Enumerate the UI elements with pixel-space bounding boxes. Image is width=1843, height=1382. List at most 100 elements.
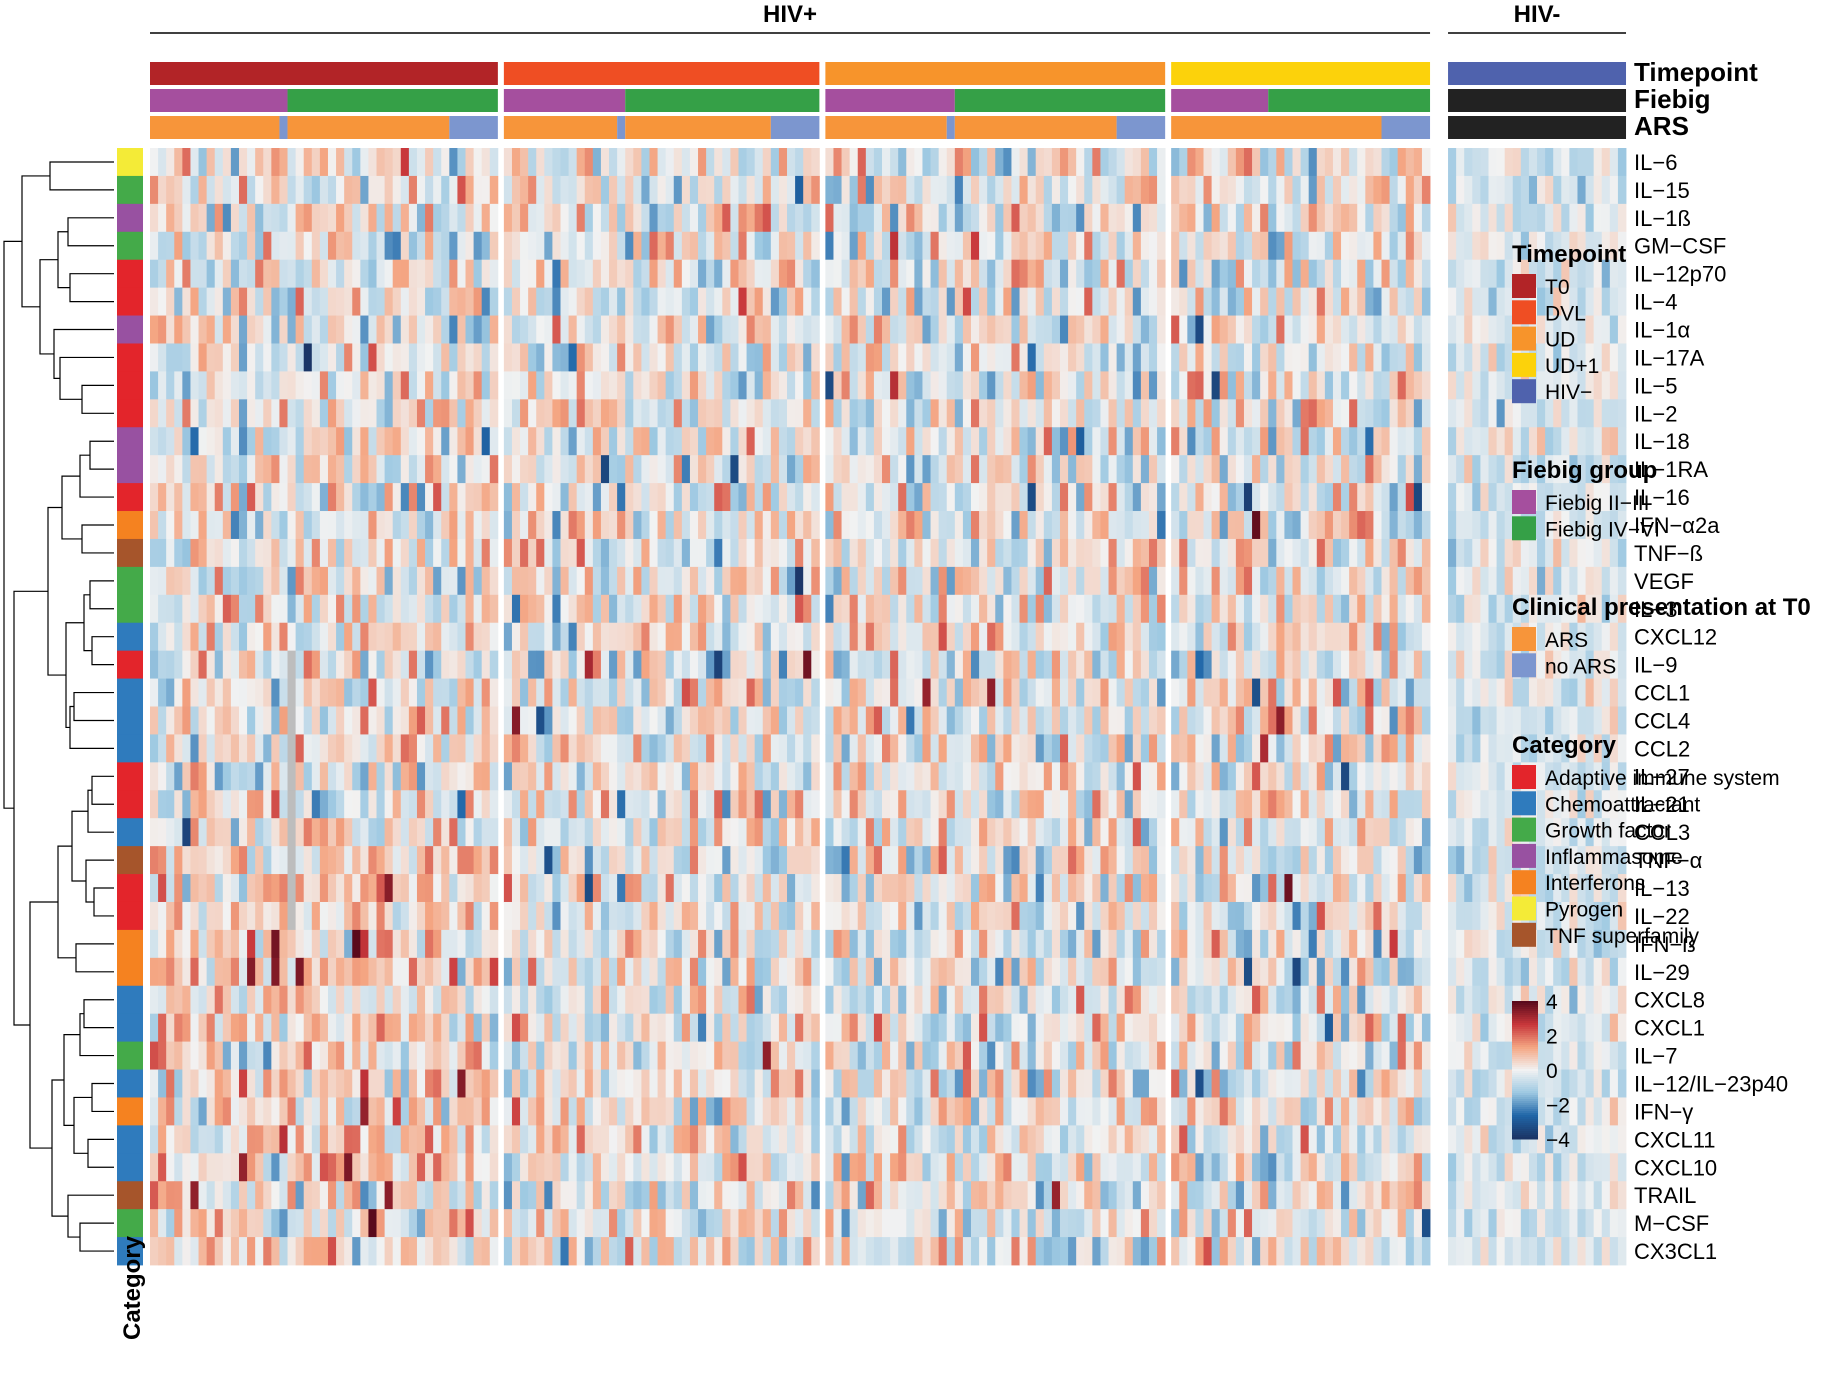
heatmap-cell bbox=[1593, 483, 1603, 512]
heatmap-cell bbox=[898, 399, 907, 428]
heatmap-cell bbox=[1195, 483, 1204, 512]
heatmap-cell bbox=[730, 762, 739, 791]
heatmap-cell bbox=[384, 874, 394, 903]
heatmap-cell bbox=[528, 874, 537, 903]
heatmap-cell bbox=[762, 148, 772, 177]
heatmap-cell bbox=[520, 706, 529, 735]
heatmap-cell bbox=[1448, 455, 1457, 484]
heatmap-cell bbox=[770, 622, 780, 652]
heatmap-cell bbox=[360, 343, 369, 372]
heatmap-cell bbox=[1252, 678, 1261, 707]
heatmap-cell bbox=[1357, 259, 1366, 289]
heatmap-cell bbox=[1389, 790, 1399, 819]
heatmap-cell bbox=[617, 650, 626, 679]
heatmap-cell bbox=[158, 231, 167, 261]
heatmap-cell bbox=[238, 678, 248, 707]
heatmap-cell bbox=[247, 901, 256, 931]
heatmap-cell bbox=[1043, 790, 1053, 819]
heatmap-cell bbox=[400, 287, 410, 316]
heatmap-cell bbox=[327, 231, 337, 261]
heatmap-cell bbox=[1577, 650, 1586, 679]
heatmap-cell bbox=[384, 622, 394, 652]
category-cell-tnf-superfamily bbox=[117, 538, 143, 568]
heatmap-cell bbox=[1413, 818, 1423, 847]
heatmap-cell bbox=[882, 483, 891, 512]
heatmap-cell bbox=[449, 678, 458, 707]
heatmap-cell bbox=[617, 566, 626, 596]
heatmap-cell bbox=[271, 901, 280, 931]
heatmap-cell bbox=[954, 594, 964, 624]
heatmap-cell bbox=[1341, 706, 1350, 735]
heatmap-cell bbox=[584, 371, 594, 400]
heatmap-cell bbox=[433, 762, 442, 791]
heatmap-cell bbox=[689, 790, 699, 819]
heatmap-cell bbox=[384, 706, 394, 735]
heatmap-cell bbox=[833, 427, 842, 456]
heatmap-cell bbox=[473, 874, 483, 903]
heatmap-cell bbox=[327, 818, 337, 847]
heatmap-cell bbox=[1520, 734, 1530, 763]
heatmap-cell bbox=[795, 511, 804, 540]
heatmap-cell bbox=[214, 846, 224, 875]
heatmap-cell bbox=[473, 175, 483, 205]
heatmap-cell bbox=[433, 511, 442, 540]
heatmap-cell bbox=[465, 790, 474, 819]
heatmap-cell bbox=[1332, 399, 1342, 428]
heatmap-cell bbox=[681, 790, 691, 819]
heatmap-cell bbox=[1100, 511, 1109, 540]
heatmap-cell bbox=[1124, 622, 1134, 652]
category-cell-growth-factor bbox=[117, 231, 143, 261]
heatmap-cell bbox=[1405, 483, 1415, 512]
heatmap-cell bbox=[319, 427, 329, 456]
heatmap-cell bbox=[503, 678, 513, 707]
heatmap-cell bbox=[230, 231, 240, 261]
heatmap-cell bbox=[922, 427, 931, 456]
heatmap-cell bbox=[287, 399, 297, 428]
heatmap-cell bbox=[1617, 399, 1627, 428]
heatmap-cell bbox=[568, 287, 578, 316]
heatmap-cell bbox=[360, 594, 369, 624]
heatmap-cell bbox=[930, 371, 940, 400]
heatmap-cell bbox=[1324, 874, 1334, 903]
heatmap-cell bbox=[433, 594, 442, 624]
heatmap-cell bbox=[1059, 287, 1069, 316]
heatmap-cell bbox=[295, 901, 305, 931]
heatmap-cell bbox=[1035, 203, 1045, 233]
heatmap-cell bbox=[1124, 483, 1134, 512]
heatmap-cell bbox=[600, 259, 610, 289]
heatmap-cell bbox=[1043, 650, 1053, 679]
heatmap-cell bbox=[738, 762, 747, 791]
heatmap-cell bbox=[214, 483, 224, 512]
heatmap-cell bbox=[230, 566, 240, 596]
heatmap-cell bbox=[1609, 678, 1619, 707]
heatmap-cell bbox=[825, 734, 834, 763]
heatmap-cell bbox=[1389, 874, 1399, 903]
heatmap-cell bbox=[238, 566, 248, 596]
heatmap-cell bbox=[158, 818, 167, 847]
heatmap-cell bbox=[746, 427, 756, 456]
heatmap-cell bbox=[174, 259, 183, 289]
heatmap-cell bbox=[1108, 511, 1118, 540]
heatmap-cell bbox=[930, 734, 940, 763]
heatmap-cell bbox=[1585, 148, 1595, 177]
heatmap-cell bbox=[1284, 762, 1293, 791]
heatmap-cell bbox=[1561, 148, 1570, 177]
heatmap-cell bbox=[1577, 175, 1586, 205]
heatmap-cell bbox=[592, 846, 602, 875]
heatmap-cell bbox=[1276, 874, 1285, 903]
heatmap-cell bbox=[327, 175, 337, 205]
heatmap-cell bbox=[657, 483, 667, 512]
heatmap-cell bbox=[536, 175, 545, 205]
heatmap-cell bbox=[344, 427, 353, 456]
heatmap-cell bbox=[1076, 259, 1085, 289]
heatmap-cell bbox=[706, 566, 715, 596]
heatmap-cell bbox=[150, 148, 159, 177]
heatmap-cell bbox=[206, 622, 216, 652]
heatmap-cell bbox=[689, 148, 699, 177]
heatmap-cell bbox=[1553, 650, 1562, 679]
heatmap-cell bbox=[1100, 343, 1109, 372]
heatmap-cell bbox=[1357, 371, 1366, 400]
heatmap-cell bbox=[1076, 399, 1085, 428]
heatmap-cell bbox=[1043, 818, 1053, 847]
heatmap-cell bbox=[722, 874, 731, 903]
